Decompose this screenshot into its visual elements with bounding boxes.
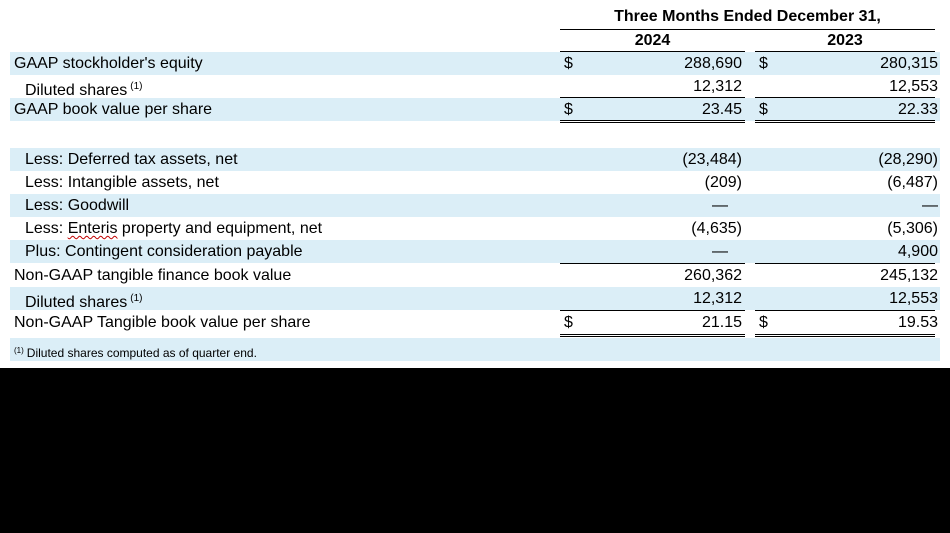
dollar-sign: $ — [564, 55, 573, 72]
dollar-sign: $ — [564, 101, 573, 118]
subtotal-rule — [560, 310, 745, 311]
dollar-sign: $ — [564, 314, 573, 331]
value-2023: (6,487) — [887, 174, 938, 191]
value-2023: 19.53 — [897, 314, 938, 331]
value-2024: 260,362 — [684, 267, 742, 284]
footnote-marker: (1) — [130, 81, 143, 92]
total-double-rule — [755, 334, 935, 337]
footnote-marker: (1) — [14, 346, 24, 355]
spellcheck-word: Enteris — [67, 220, 118, 237]
value-2023: (28,290) — [878, 151, 938, 168]
period-header-underline — [560, 29, 935, 30]
table-row-gaap-bvps: GAAP book value per share $ 23.45 $ 22.3… — [10, 98, 940, 121]
value-2024: (23,484) — [682, 151, 742, 168]
value-2024: 288,690 — [684, 55, 742, 72]
value-2024: 23.45 — [701, 101, 742, 118]
row-label: Non-GAAP Tangible book value per share — [14, 314, 311, 331]
value-2024: 21.15 — [701, 314, 742, 331]
total-double-rule — [755, 120, 935, 123]
row-label: Diluted shares (1) — [25, 293, 143, 311]
dollar-sign: $ — [759, 314, 768, 331]
table-row-gaap-equity: GAAP stockholder's equity $ 288,690 $ 28… — [10, 52, 940, 75]
total-double-rule — [560, 334, 745, 337]
value-2023: 245,132 — [880, 267, 938, 284]
table-row-intangible: Less: Intangible assets, net (209) (6,48… — [10, 171, 940, 194]
subtotal-rule — [755, 263, 935, 264]
value-2024: 12,312 — [693, 290, 742, 307]
table-row-goodwill: Less: Goodwill — — — [10, 194, 940, 217]
row-label: Less: Deferred tax assets, net — [25, 151, 238, 168]
year-2024-underline — [560, 51, 745, 52]
footnote-marker: (1) — [130, 293, 143, 304]
dollar-sign: $ — [759, 101, 768, 118]
value-2023: 4,900 — [897, 243, 938, 260]
subtotal-rule — [755, 97, 935, 98]
value-2023: — — [922, 197, 938, 214]
year-2023-header: 2023 — [827, 32, 863, 49]
subtotal-rule — [755, 310, 935, 311]
footnote: (1) Diluted shares computed as of quarter… — [14, 342, 257, 362]
table-row-diluted-shares: Diluted shares (1) 12,312 12,553 — [10, 75, 940, 99]
value-2024: — — [712, 197, 728, 214]
table-row-tangible-bvps: Non-GAAP Tangible book value per share $… — [10, 311, 940, 334]
table-row-tangible-book-value: Non-GAAP tangible finance book value 260… — [10, 264, 940, 287]
table-row-enteris-ppe: Less: Enteris property and equipment, ne… — [10, 217, 940, 240]
row-label: GAAP stockholder's equity — [14, 55, 203, 72]
table-row-diluted-shares: Diluted shares (1) 12,312 12,553 — [10, 287, 940, 311]
year-2023-underline — [755, 51, 935, 52]
value-2023: 22.33 — [897, 101, 938, 118]
row-label: Diluted shares (1) — [25, 81, 143, 99]
value-2023: 12,553 — [889, 290, 938, 307]
total-double-rule — [560, 120, 745, 123]
value-2024: (209) — [704, 174, 742, 191]
row-label: Non-GAAP tangible finance book value — [14, 267, 292, 284]
dollar-sign: $ — [759, 55, 768, 72]
row-label: Less: Enteris property and equipment, ne… — [25, 220, 323, 237]
footnote-row: (1) Diluted shares computed as of quarter… — [10, 338, 940, 361]
year-2024-header: 2024 — [634, 32, 671, 49]
row-label: Less: Intangible assets, net — [25, 174, 219, 191]
row-label: Less: Goodwill — [25, 197, 130, 214]
row-label: GAAP book value per share — [14, 101, 213, 118]
value-2024: 12,312 — [693, 78, 742, 95]
value-2023: (5,306) — [887, 220, 938, 237]
value-2023: 280,315 — [880, 55, 938, 72]
financial-table: Three Months Ended December 31, 2024 202… — [0, 0, 950, 368]
subtotal-rule — [560, 263, 745, 264]
value-2024: (4,635) — [691, 220, 742, 237]
value-2024: — — [712, 243, 728, 260]
row-label: Plus: Contingent consideration payable — [25, 243, 303, 260]
period-header: Three Months Ended December 31, — [614, 8, 881, 25]
subtotal-rule — [560, 97, 745, 98]
table-row-contingent: Plus: Contingent consideration payable —… — [10, 240, 940, 263]
value-2023: 12,553 — [889, 78, 938, 95]
table-row-deferred-tax: Less: Deferred tax assets, net (23,484) … — [10, 148, 940, 171]
footnote-text: Diluted shares computed as of quarter en… — [26, 346, 257, 360]
